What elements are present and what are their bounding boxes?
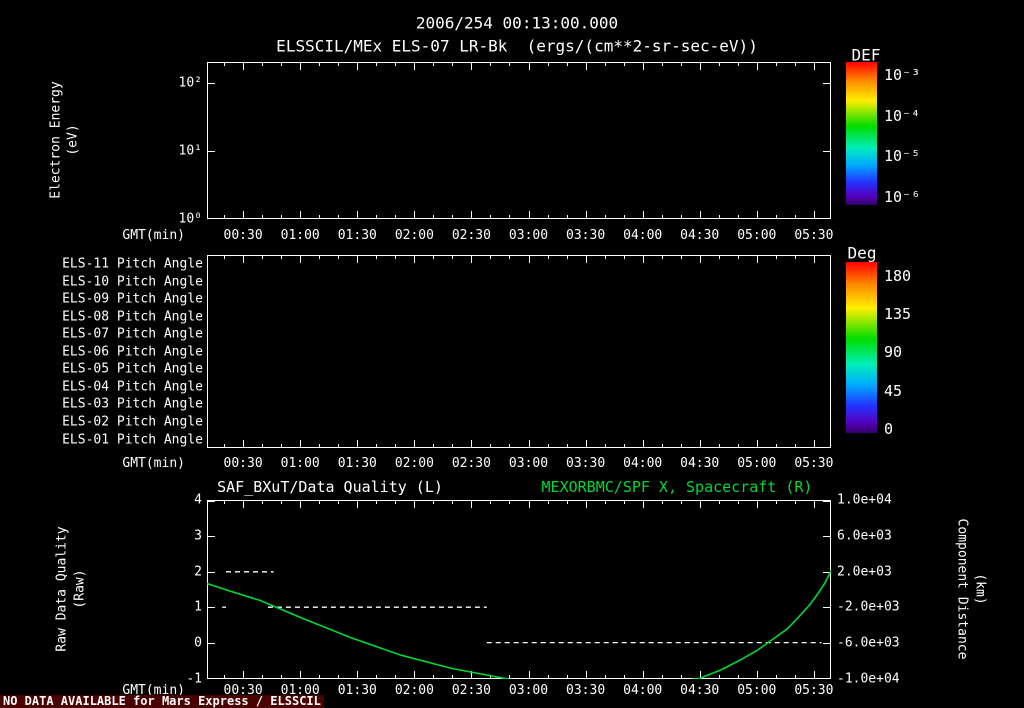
x-axis-tick-label: 02:30 <box>451 228 491 243</box>
distance-ytick-label: 1.0e+04 <box>837 492 892 508</box>
x-axis-tick-label: 01:00 <box>280 683 320 698</box>
def-colorbar-tick-label: 10⁻⁴ <box>884 106 921 125</box>
quality-ytick-label: -1 <box>186 671 202 687</box>
def-colorbar-ticks: 10⁻³ 10⁻⁴ 10⁻⁵ 10⁻⁶ <box>884 62 942 207</box>
quality-ytick-label: 3 <box>194 528 202 544</box>
pitch-row-label: ELS-07 Pitch Angle <box>62 326 203 342</box>
spectrogram-yaxis: 10² 10¹ 10⁰ <box>130 62 202 227</box>
x-axis-tick-label: 02:00 <box>394 683 434 698</box>
x-axis-tick-label: 05:30 <box>794 456 834 471</box>
pitch-row-label: ELS-04 Pitch Angle <box>62 379 203 395</box>
x-axis-tick-label: 04:00 <box>623 456 663 471</box>
pitch-row-label: ELS-03 Pitch Angle <box>62 396 203 412</box>
x-axis-tick-label: 00:30 <box>223 228 263 243</box>
pitch-angle-panel <box>207 255 831 448</box>
def-colorbar-tick-label: 10⁻³ <box>884 65 921 84</box>
x-axis-tick-label: 03:30 <box>566 228 606 243</box>
distance-ytick-label: -1.0e+04 <box>837 671 900 687</box>
x-axis-tick-label: 04:00 <box>623 683 663 698</box>
deg-colorbar-tick-label: 135 <box>884 304 912 323</box>
def-colorbar-tick-label: 10⁻⁵ <box>884 147 921 166</box>
x-axis-tick-label: 02:30 <box>451 456 491 471</box>
pitch-row-label: ELS-05 Pitch Angle <box>62 361 203 377</box>
plot-title: ELSSCIL/MEx ELS-07 LR-Bk (ergs/(cm**2-sr… <box>276 36 758 56</box>
x-axis-tick-label: 05:30 <box>794 228 834 243</box>
quality-ytick-label: 0 <box>194 635 202 651</box>
distance-ytick-label: -2.0e+03 <box>837 599 900 615</box>
x-axis-tick-label: 01:30 <box>337 228 377 243</box>
pitch-row-label: ELS-08 Pitch Angle <box>62 309 203 325</box>
x-axis-tick-label: 05:30 <box>794 683 834 698</box>
pitch-row-label: ELS-09 Pitch Angle <box>62 291 203 307</box>
deg-colorbar <box>846 262 877 433</box>
quality-ytick-label: 2 <box>194 564 202 580</box>
deg-colorbar-tick-label: 180 <box>884 266 912 285</box>
timestamp-title: 2006/254 00:13:00.000 <box>415 13 619 33</box>
gmt-label-middle: GMT(min) <box>122 456 185 471</box>
distance-ytick-label: 2.0e+03 <box>837 564 892 580</box>
distance-ytick-label: -6.0e+03 <box>837 635 900 651</box>
x-axis-tick-label: 03:00 <box>508 683 549 698</box>
x-axis-tick-label: 03:30 <box>566 683 606 698</box>
def-colorbar-tick-label: 10⁻⁶ <box>884 188 921 207</box>
distance-ytick-label: 6.0e+03 <box>837 528 892 544</box>
x-axis-tick-label: 04:30 <box>680 683 720 698</box>
x-axis-tick-label: 01:30 <box>337 683 377 698</box>
gmt-label-top: GMT(min) <box>122 228 185 243</box>
pitch-row-label: ELS-02 Pitch Angle <box>62 414 203 430</box>
spectrogram-ytick-label: 10⁰ <box>178 211 202 227</box>
deg-colorbar-tick-label: 0 <box>884 419 894 438</box>
spectrogram-ytick-label: 10¹ <box>178 143 202 159</box>
x-axis-ticks-top: 00:30 01:00 01:30 02:00 02:30 03:00 03:30 04:00… <box>207 228 834 243</box>
pitch-row-label: ELS-10 Pitch Angle <box>62 274 203 290</box>
x-axis-tick-label: 03:30 <box>566 456 606 471</box>
quality-yaxis: 4 3 2 1 0 -1 <box>158 493 202 687</box>
deg-colorbar-tick-label: 90 <box>884 343 903 362</box>
x-axis-tick-label: 05:00 <box>737 228 777 243</box>
def-colorbar-title: DEF <box>851 45 881 65</box>
x-axis-tick-label: 04:30 <box>680 228 720 243</box>
quality-distance-panel <box>207 500 831 679</box>
x-axis-tick-label: 05:00 <box>737 683 777 698</box>
pitch-row-label: ELS-01 Pitch Angle <box>62 432 203 447</box>
x-axis-tick-label: 03:00 <box>508 228 549 243</box>
quality-ylabel: Raw Data Quality <box>54 526 70 652</box>
deg-colorbar-tick-label: 45 <box>884 381 903 400</box>
x-axis-tick-label: 01:00 <box>280 228 320 243</box>
distance-ylabel: Component Distance <box>954 518 970 660</box>
gmt-label-bottom: GMT(min) <box>122 683 185 698</box>
spectrogram-panel <box>207 62 831 219</box>
deg-colorbar-ticks: 180 135 90 45 0 <box>884 262 928 438</box>
x-axis-tick-label: 01:30 <box>337 456 377 471</box>
no-data-status: NO DATA AVAILABLE for Mars Express / ELS… <box>0 695 324 708</box>
pitch-row-label: ELS-11 Pitch Angle <box>62 256 203 272</box>
x-axis-tick-label: 04:30 <box>680 456 720 471</box>
x-axis-tick-label: 02:30 <box>451 683 491 698</box>
deg-colorbar-title: Deg <box>847 243 877 263</box>
quality-series-title: SAF_BXuT/Data Quality (L) <box>217 478 443 496</box>
x-axis-ticks-bottom: 00:30 01:00 01:30 02:00 02:30 03:00 03:30 04:00… <box>207 683 834 698</box>
pitch-row-label: ELS-06 Pitch Angle <box>62 344 203 360</box>
distance-yaxis: 1.0e+04 6.0e+03 2.0e+03 -2.0e+03 -6.0e+03 -1.… <box>837 493 901 687</box>
x-axis-tick-label: 05:00 <box>737 456 777 471</box>
spectrogram-ylabel-units: (eV) <box>65 124 81 156</box>
x-axis-tick-label: 04:00 <box>623 228 663 243</box>
x-axis-ticks-middle: 00:30 01:00 01:30 02:00 02:30 03:00 03:30 04:00… <box>207 456 834 471</box>
quality-ytick-label: 1 <box>194 599 202 615</box>
def-colorbar <box>846 62 877 205</box>
x-axis-tick-label: 03:00 <box>508 456 549 471</box>
x-axis-tick-label: 01:00 <box>280 456 320 471</box>
x-axis-tick-label: 00:30 <box>223 456 263 471</box>
spectrogram-ytick-label: 10² <box>178 75 202 90</box>
quality-ytick-label: 4 <box>194 492 202 508</box>
distance-ylabel-units: (km) <box>972 573 988 605</box>
quality-ylabel-units: (Raw) <box>72 569 88 609</box>
x-axis-tick-label: 02:00 <box>394 456 434 471</box>
pitch-row-labels: ELS-11 Pitch Angle ELS-10 Pitch Angle ELS-… <box>0 255 203 448</box>
x-axis-tick-label: 00:30 <box>223 683 263 698</box>
spectrogram-ylabel: Electron Energy <box>48 81 64 199</box>
spacecraft-series-title: MEXORBMC/SPF X, Spacecraft (R) <box>541 478 813 496</box>
x-axis-tick-label: 02:00 <box>394 228 434 243</box>
